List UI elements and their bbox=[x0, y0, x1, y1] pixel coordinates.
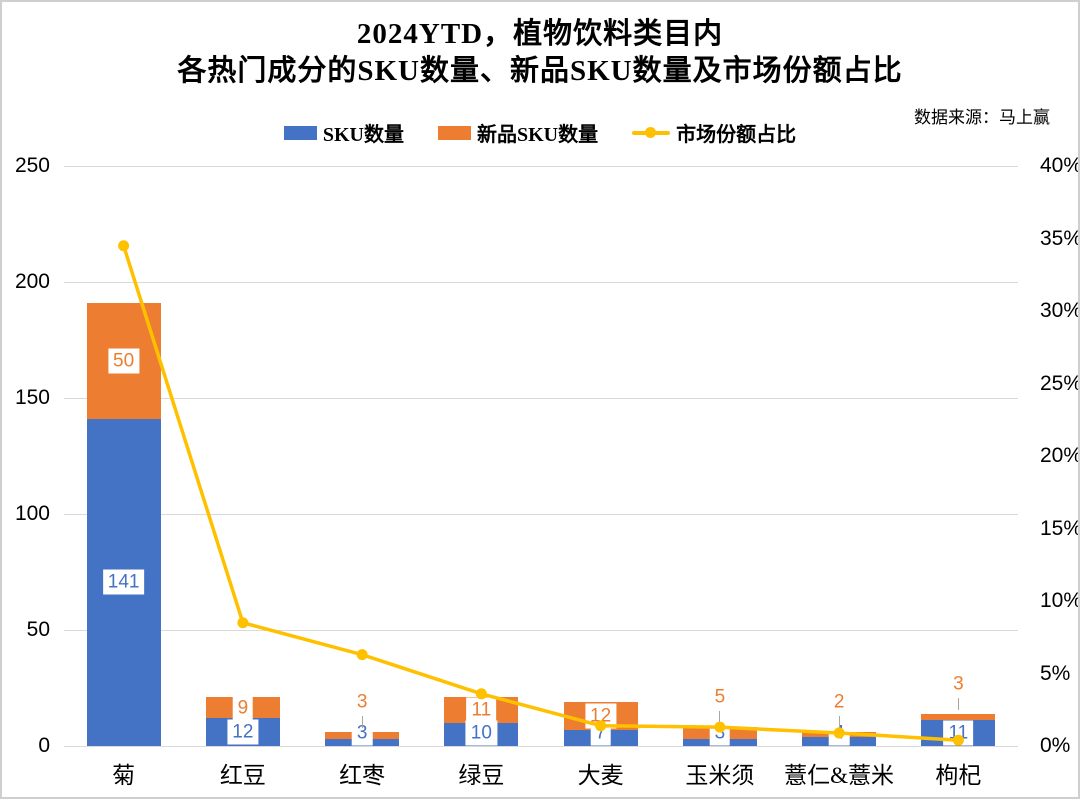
y-axis-tick-left: 100 bbox=[14, 502, 50, 525]
bar-value-label-sku: 3 bbox=[709, 720, 731, 746]
label-leader-line bbox=[719, 711, 721, 724]
gridline bbox=[64, 281, 1018, 283]
y-axis-tick-right: 40% bbox=[1040, 154, 1080, 177]
y-axis-tick-left: 200 bbox=[14, 270, 50, 293]
y-axis-tick-right: 20% bbox=[1040, 444, 1080, 467]
x-axis-category-label: 红豆 bbox=[219, 763, 266, 788]
data-source-note: 数据来源：马上赢 bbox=[914, 108, 1050, 127]
y-axis-tick-left: 250 bbox=[14, 154, 50, 177]
bar-value-label-sku: 12 bbox=[227, 719, 259, 745]
x-axis-category-label: 红枣 bbox=[339, 763, 386, 788]
legend-label-new-sku: 新品SKU数量 bbox=[477, 124, 599, 146]
market-share-point bbox=[356, 649, 368, 661]
y-axis-tick-right: 35% bbox=[1040, 226, 1080, 250]
bar-value-label-new-sku: 50 bbox=[108, 348, 140, 374]
label-leader-line bbox=[957, 697, 959, 710]
bar-value-label-sku: 11 bbox=[943, 720, 974, 746]
market-share-point bbox=[237, 617, 249, 629]
chart-title: 2024YTD，植物饮料类目内 各热门成分的SKU数量、新品SKU数量及市场份额… bbox=[2, 16, 1078, 90]
y-axis-tick-right: 5% bbox=[1040, 661, 1071, 685]
y-axis-tick-right: 15% bbox=[1040, 516, 1080, 540]
label-leader-line bbox=[361, 716, 363, 729]
bar-value-label-new-sku: 3 bbox=[948, 671, 969, 697]
x-axis-category-label: 大麦 bbox=[577, 763, 624, 788]
bar-value-label-new-sku: 3 bbox=[351, 689, 373, 715]
legend-swatch-market-share-icon bbox=[632, 126, 671, 140]
legend-item-sku: SKU数量 bbox=[283, 118, 404, 147]
chart-title-line2: 各热门成分的SKU数量、新品SKU数量及市场份额占比 bbox=[177, 55, 903, 87]
bar-value-label-new-sku: 11 bbox=[466, 697, 497, 723]
label-leader-line bbox=[838, 716, 840, 729]
bar-value-label-new-sku: 12 bbox=[585, 703, 617, 729]
x-axis-category-label: 菊 bbox=[112, 763, 136, 788]
y-axis-tick-right: 0% bbox=[1040, 734, 1071, 757]
market-share-polyline bbox=[121, 245, 959, 742]
gridline bbox=[64, 629, 1018, 631]
chart-legend: SKU数量 新品SKU数量 市场份额占比 bbox=[2, 118, 1078, 147]
bar-value-label-new-sku: 9 bbox=[232, 695, 254, 721]
y-axis-tick-right: 25% bbox=[1040, 371, 1080, 395]
bar-value-label-new-sku: 2 bbox=[828, 689, 850, 715]
x-axis-category-label: 枸杞 bbox=[935, 763, 982, 788]
gridline bbox=[64, 513, 1018, 515]
y-axis-tick-right: 30% bbox=[1040, 299, 1080, 322]
legend-label-market-share: 市场份额占比 bbox=[676, 124, 797, 146]
bar-value-label-new-sku: 5 bbox=[709, 684, 731, 710]
chart-title-line1: 2024YTD，植物饮料类目内 bbox=[356, 18, 724, 50]
legend-label-sku: SKU数量 bbox=[322, 124, 404, 146]
legend-swatch-new-sku-icon bbox=[438, 125, 471, 140]
market-share-point bbox=[118, 240, 130, 252]
y-axis-tick-left: 0 bbox=[38, 734, 50, 757]
gridline bbox=[64, 397, 1018, 399]
gridline bbox=[64, 745, 1018, 747]
x-axis-category-label: 绿豆 bbox=[458, 763, 505, 788]
legend-item-market-share: 市场份额占比 bbox=[632, 118, 796, 147]
x-axis-category-label: 玉米须 bbox=[685, 763, 755, 788]
gridline bbox=[64, 165, 1018, 167]
legend-item-new-sku: 新品SKU数量 bbox=[438, 118, 598, 147]
x-axis-category-label: 薏仁&薏米 bbox=[784, 763, 895, 788]
y-axis-tick-right: 10% bbox=[1040, 589, 1080, 612]
bar-value-label-sku: 10 bbox=[465, 720, 497, 746]
bar-value-label-sku: 141 bbox=[102, 569, 145, 595]
y-axis-tick-left: 150 bbox=[14, 386, 50, 409]
y-axis-tick-left: 50 bbox=[26, 618, 50, 641]
legend-swatch-sku-icon bbox=[283, 125, 317, 140]
bar-new-sku-segment bbox=[921, 713, 996, 721]
